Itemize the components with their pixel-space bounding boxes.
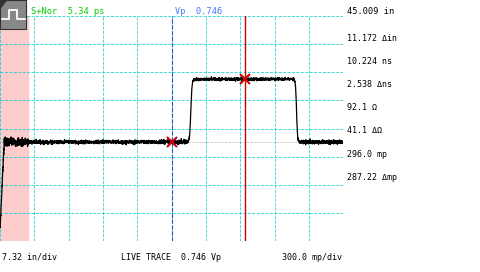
Text: 92.1 Ω: 92.1 Ω — [347, 103, 377, 112]
Text: 45.009 in: 45.009 in — [347, 7, 394, 16]
Text: 41.1 ΔΩ: 41.1 ΔΩ — [347, 126, 382, 135]
Text: 300.0 mp/div: 300.0 mp/div — [282, 253, 342, 262]
Text: 10.224 ns: 10.224 ns — [347, 57, 392, 66]
Polygon shape — [0, 0, 7, 8]
Text: 7.32 in/div: 7.32 in/div — [2, 253, 58, 262]
Text: 11.172 Δin: 11.172 Δin — [347, 34, 397, 43]
Bar — [0, 16, 28, 241]
Text: 296.0 mp: 296.0 mp — [347, 150, 387, 159]
Text: Vp  0.746: Vp 0.746 — [175, 7, 222, 16]
Text: LIVE TRACE  0.746 Vp: LIVE TRACE 0.746 Vp — [121, 253, 221, 262]
Text: 2.538 Δns: 2.538 Δns — [347, 80, 392, 89]
Text: 287.22 Δmp: 287.22 Δmp — [347, 173, 397, 182]
Text: S+Nor  5.34 ps: S+Nor 5.34 ps — [31, 7, 105, 16]
